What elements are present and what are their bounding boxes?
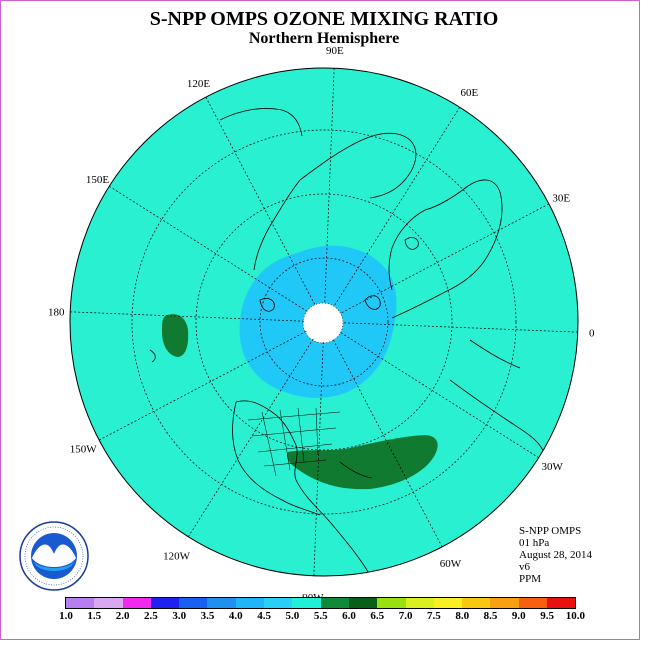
- colorbar-swatch: [490, 598, 519, 608]
- latitude-circle: [195, 193, 453, 451]
- colorbar-tick-label: 1.0: [59, 610, 73, 622]
- colorbar-tick-label: 8.5: [483, 610, 498, 622]
- meridian-line: [334, 107, 460, 306]
- chart-subtitle: Northern Hemisphere: [248, 30, 400, 47]
- colorbar-tick-label: 8.0: [455, 610, 470, 622]
- latitude-circle: [259, 257, 389, 387]
- longitude-label: 150E: [86, 174, 110, 186]
- longitude-label: 30E: [552, 192, 570, 204]
- high-contour-atlantic: [286, 435, 438, 490]
- plot-frame: [0, 0, 640, 640]
- meridian-line: [332, 339, 443, 548]
- state-borders: [247, 407, 341, 477]
- colorbar-tick-label: 2.5: [144, 610, 158, 622]
- info-version: v6: [519, 561, 530, 573]
- logo-text: NOAA: [42, 553, 66, 562]
- colorbar-tick-label: 10.0: [565, 610, 586, 622]
- colorbar-swatch: [433, 598, 463, 608]
- longitude-label: 90E: [326, 45, 344, 57]
- longitude-label: 120E: [187, 78, 211, 90]
- info-date: August 28, 2014: [519, 549, 593, 561]
- colorbar-swatch: [462, 598, 491, 608]
- colorbar-tick-label: 7.5: [427, 610, 441, 622]
- colorbar-swatch: [264, 598, 293, 608]
- meridian-line: [343, 322, 578, 333]
- colorbar-tick-label: 9.0: [511, 610, 526, 622]
- longitude-label: 30W: [542, 461, 564, 473]
- meridian-line: [313, 341, 324, 576]
- longitude-label: 60E: [460, 87, 478, 99]
- meridian-line: [341, 203, 550, 314]
- colorbar-swatch: [122, 598, 151, 608]
- meridian-line: [98, 330, 307, 441]
- colorbar-tick-label: 4.0: [228, 610, 243, 622]
- info-block: S-NPP OMPS 01 hPa August 28, 2014 v6 PPM: [519, 525, 592, 585]
- colorbar-swatch: [235, 598, 265, 608]
- colorbar: [65, 597, 577, 609]
- colorbar-tick-label: 3.5: [200, 610, 215, 622]
- longitude-label: 0: [589, 328, 595, 340]
- meridian-line: [324, 68, 335, 303]
- colorbar-swatch: [547, 598, 576, 608]
- info-level: 01 hPa: [519, 537, 550, 549]
- meridian-line: [205, 96, 316, 305]
- meridian-line: [70, 311, 305, 322]
- info-units: PPM: [519, 573, 542, 585]
- chart-title: S-NPP OMPS OZONE MIXING RATIO: [149, 8, 499, 30]
- longitude-label: 60W: [440, 558, 462, 570]
- longitude-labels: 90E60E30E030W60W90W120W150W180150E120E: [48, 45, 595, 604]
- colorbar-swatch: [179, 598, 208, 608]
- colorbar-tick-label: 3.0: [172, 610, 187, 622]
- longitude-label: 150W: [70, 443, 98, 455]
- colorbar-tick-label: 2.0: [115, 610, 130, 622]
- info-instrument: S-NPP OMPS: [519, 525, 582, 537]
- high-contour-pacific: [162, 314, 189, 357]
- colorbar-tick-label: 4.5: [257, 610, 271, 622]
- colorbar-swatch: [207, 598, 236, 608]
- longitude-label: 180: [48, 306, 65, 318]
- colorbar-tick-label: 9.5: [540, 610, 554, 622]
- colorbar-tick-label: 6.5: [370, 610, 385, 622]
- colorbar-swatch: [377, 598, 406, 608]
- colorbar-swatch: [405, 598, 434, 608]
- polar-no-data: [302, 302, 344, 344]
- colorbar-tick-label: 5.0: [285, 610, 300, 622]
- colorbar-tick-label: 6.0: [342, 610, 356, 622]
- noaa-logo: NOAA: [19, 521, 89, 591]
- colorbar-tick-label: 1.5: [87, 610, 102, 622]
- colorbar-swatch: [518, 598, 548, 608]
- colorbar-swatch: [348, 598, 378, 608]
- coastlines: [149, 108, 546, 576]
- meridian-line: [188, 338, 314, 537]
- colorbar-tick-label: 5.5: [313, 610, 328, 622]
- meridian-line: [109, 186, 308, 312]
- colorbar-tick-label: 7.0: [398, 610, 413, 622]
- colorbar-swatch: [66, 598, 95, 608]
- graticule: [70, 68, 578, 576]
- meridian-line: [340, 332, 539, 458]
- longitude-label: 120W: [163, 550, 191, 562]
- colorbar-swatch: [320, 598, 349, 608]
- colorbar-swatch: [150, 598, 180, 608]
- latitude-circle: [131, 129, 517, 515]
- colorbar-swatch: [292, 598, 321, 608]
- colorbar-swatch: [94, 598, 123, 608]
